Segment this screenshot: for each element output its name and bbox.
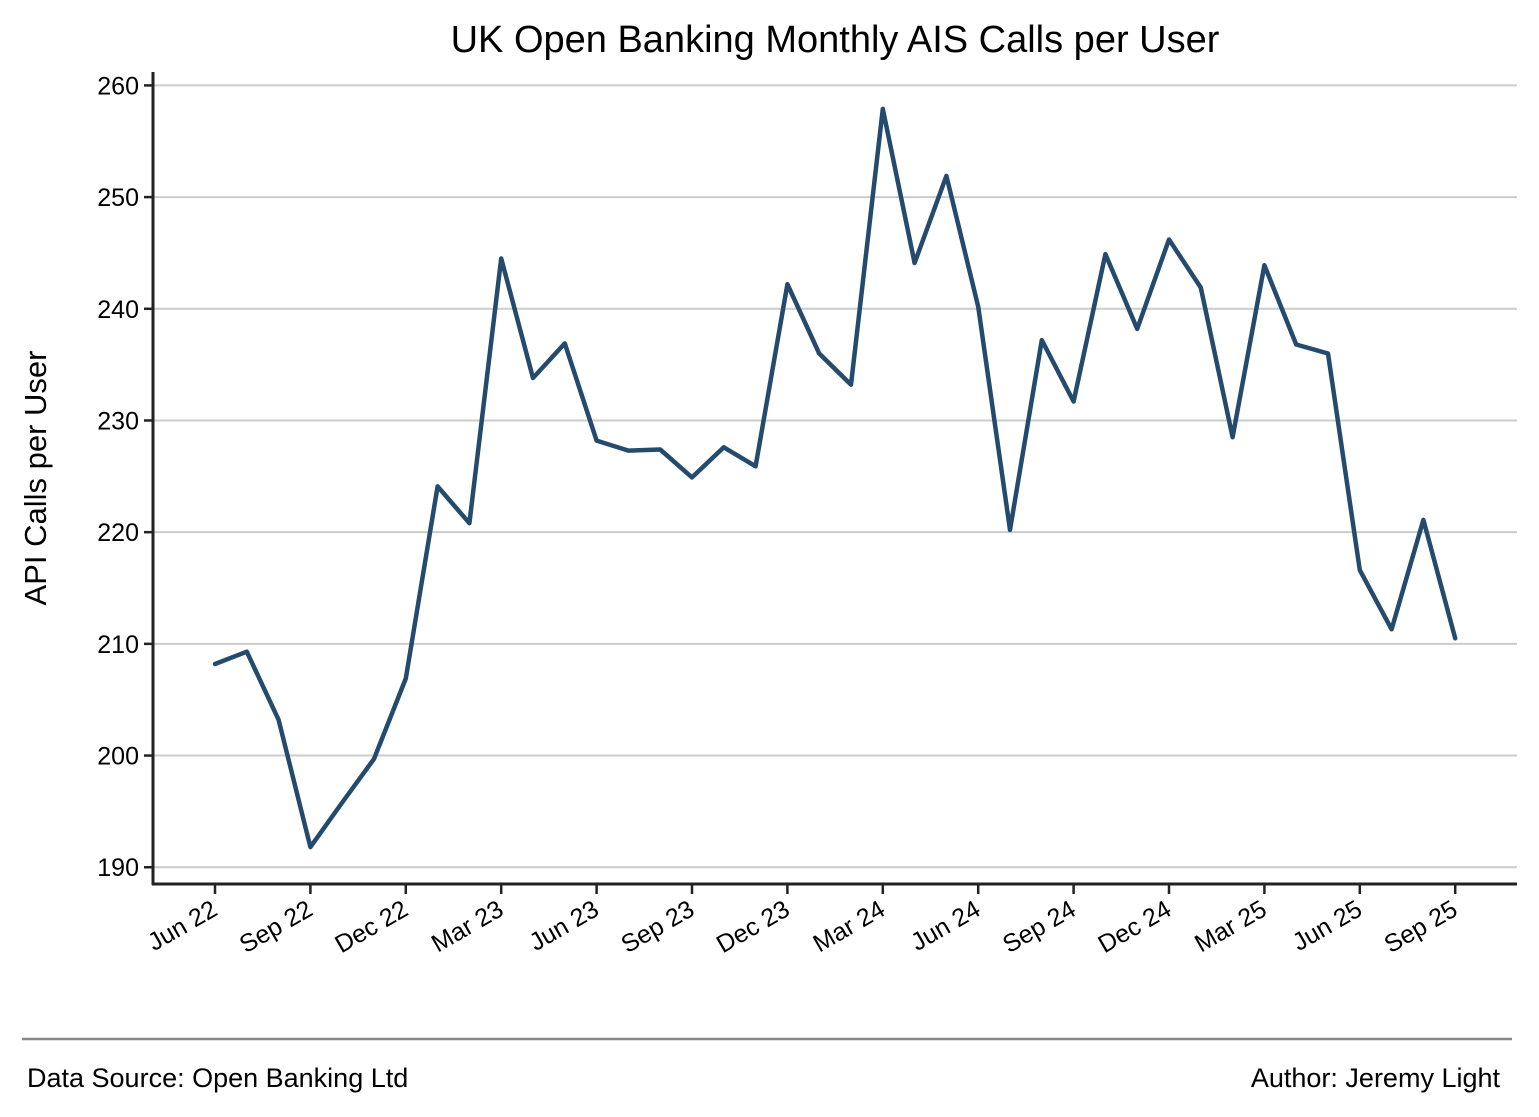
data-point-2025-02 (1231, 435, 1235, 439)
y-tick-label-240: 240 (97, 296, 139, 324)
x-tick-label-10: Dec 24 (1093, 895, 1176, 959)
y-tick-label-200: 200 (97, 743, 139, 771)
data-point-2025-03 (1262, 263, 1266, 267)
data-point-2022-12 (404, 676, 408, 680)
series-line-0 (212, 106, 1458, 850)
x-tick-label-6: Dec 23 (712, 895, 795, 959)
data-point-2024-05 (944, 174, 948, 178)
y-tick-label-260: 260 (97, 72, 139, 100)
y-tick-label-250: 250 (97, 184, 139, 212)
y-tick-label-190: 190 (97, 854, 139, 882)
data-point-2023-07 (626, 449, 630, 453)
x-tick-label-11: Mar 25 (1190, 895, 1271, 958)
data-point-2022-10 (340, 800, 344, 804)
data-point-2025-05 (1326, 351, 1330, 355)
data-point-2024-03 (881, 107, 885, 111)
y-tick-label-230: 230 (97, 407, 139, 435)
data-point-2024-08 (1040, 338, 1044, 342)
data-point-2025-04 (1294, 343, 1298, 347)
chart-title: UK Open Banking Monthly AIS Calls per Us… (451, 19, 1220, 61)
axes (151, 72, 1517, 886)
data-point-2023-11 (754, 464, 758, 468)
x-tick-label-9: Sep 24 (998, 895, 1081, 959)
data-point-2022-08 (277, 718, 281, 722)
x-tick-label-1: Sep 22 (235, 895, 318, 959)
data-point-2022-11 (372, 757, 376, 761)
x-tick-label-12: Jun 25 (1288, 895, 1367, 957)
x-tick-label-0: Jun 22 (143, 895, 222, 957)
x-tick-label-13: Sep 25 (1380, 895, 1463, 959)
data-point-2023-03 (499, 257, 503, 261)
x-tick-label-7: Mar 24 (808, 895, 889, 958)
data-point-2023-05 (563, 341, 567, 345)
data-point-2025-07 (1390, 627, 1394, 631)
x-axis-ticks: Jun 22 Sep 22 Dec 22 Mar 23 Jun 23 Sep 23 Dec … (143, 884, 1462, 959)
data-point-2024-01 (817, 351, 821, 355)
data-point-2024-06 (976, 305, 980, 309)
data-point-2024-04 (913, 261, 917, 265)
series-layer (212, 106, 1458, 850)
data-point-2023-02 (467, 521, 471, 525)
data-point-2023-04 (531, 376, 535, 380)
data-source-note: Data Source: Open Banking Ltd (27, 1063, 408, 1093)
data-point-2023-01 (436, 484, 440, 488)
y-axis-label: API Calls per User (18, 351, 53, 606)
x-tick-label-5: Sep 23 (616, 895, 699, 959)
data-point-2022-06 (213, 662, 217, 666)
data-point-2023-09 (690, 475, 694, 479)
data-point-2025-06 (1358, 568, 1362, 572)
data-point-2022-09 (308, 845, 312, 849)
y-tick-label-210: 210 (97, 631, 139, 659)
data-point-2024-09 (1072, 399, 1076, 403)
data-point-2023-06 (595, 439, 599, 443)
x-tick-label-3: Mar 23 (427, 895, 508, 958)
gridlines (153, 84, 1517, 869)
data-point-2024-11 (1135, 327, 1139, 331)
y-tick-label-220: 220 (97, 519, 139, 547)
data-point-2023-08 (658, 448, 662, 452)
data-point-2025-09 (1453, 636, 1457, 640)
y-axis-ticks: 190 200 210 220 230 240 250 260 (97, 72, 153, 882)
x-tick-label-8: Jun 24 (906, 895, 985, 957)
data-point-2024-12 (1167, 238, 1171, 242)
x-tick-label-2: Dec 22 (330, 895, 413, 959)
author-note: Author: Jeremy Light (1251, 1063, 1501, 1093)
data-point-2024-07 (1008, 528, 1012, 532)
data-point-2023-10 (722, 445, 726, 449)
data-point-2022-07 (245, 650, 249, 654)
data-point-2024-02 (849, 383, 853, 387)
x-tick-label-4: Jun 23 (525, 895, 604, 957)
data-point-2025-01 (1199, 286, 1203, 290)
data-point-2023-12 (785, 282, 789, 286)
data-point-2024-10 (1103, 252, 1107, 256)
data-point-2025-08 (1421, 518, 1425, 522)
